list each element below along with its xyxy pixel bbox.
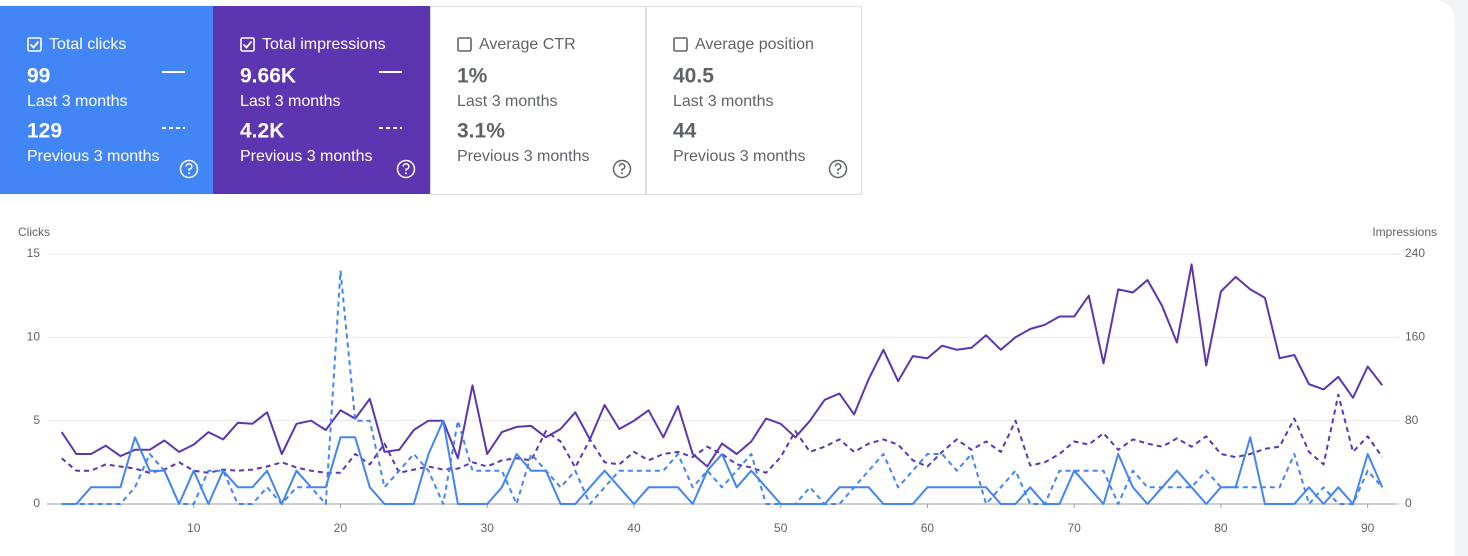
checkbox[interactable] (673, 37, 688, 52)
current-period-line (60, 263, 1384, 468)
y-tick-label: 0 (33, 496, 40, 510)
help-icon-dot (621, 172, 623, 175)
current-value: 99 (27, 65, 50, 88)
current-value: 40.5 (673, 65, 714, 88)
y2-tick-label: 240 (1405, 246, 1425, 260)
y-tick-label: 10 (27, 330, 41, 344)
current-period: Last 3 months (673, 93, 774, 110)
previous-value: 129 (27, 120, 62, 143)
help-icon-mark (618, 162, 626, 171)
x-tick-label: 60 (921, 521, 935, 535)
current-period: Last 3 months (27, 93, 128, 110)
checkbox-check (29, 40, 40, 49)
y-axis-label: Clicks (18, 225, 50, 239)
help-icon-dot (405, 172, 407, 175)
help-icon[interactable] (179, 159, 199, 179)
current-period-line (61, 419, 1384, 505)
current-period: Last 3 months (240, 93, 341, 110)
current-period: Last 3 months (457, 93, 558, 110)
current-value: 9.66K (240, 65, 296, 88)
x-tick-label: 50 (774, 521, 788, 535)
card-label: Total impressions (262, 36, 386, 53)
checkbox-check (242, 40, 253, 49)
help-icon-dot (837, 172, 839, 175)
help-icon[interactable] (396, 159, 416, 179)
x-tick-label: 10 (187, 521, 201, 535)
metric-card[interactable]: Total impressions 9.66K Last 3 months 4.2K P… (213, 6, 430, 194)
card-label: Total clicks (49, 36, 126, 53)
y2-axis-label: Impressions (1372, 225, 1437, 239)
y2-tick-label: 160 (1405, 330, 1425, 344)
metric-card[interactable]: Average CTR 1% Last 3 months 3.1% Previous 3… (430, 6, 646, 195)
x-tick-label: 40 (627, 521, 641, 535)
y2-tick-label: 0 (1405, 496, 1412, 510)
previous-period: Previous 3 months (240, 148, 373, 165)
previous-period: Previous 3 months (457, 148, 590, 165)
checkbox[interactable] (457, 37, 472, 52)
x-tick-label: 90 (1361, 521, 1375, 535)
checkbox[interactable] (27, 37, 42, 52)
help-icon-mark (402, 162, 410, 171)
x-tick-label: 30 (481, 521, 495, 535)
metric-card[interactable]: Total clicks 99 Last 3 months 129 Previous 3… (0, 6, 213, 194)
help-icon-dot (188, 172, 190, 175)
card-label: Average CTR (479, 36, 576, 53)
help-icon[interactable] (612, 159, 632, 179)
current-value: 1% (457, 65, 488, 88)
x-tick-label: 70 (1067, 521, 1081, 535)
card-label: Average position (695, 36, 814, 53)
y-tick-label: 15 (27, 246, 41, 260)
x-tick-label: 80 (1214, 521, 1228, 535)
previous-value: 4.2K (240, 120, 284, 143)
previous-value: 44 (673, 120, 697, 143)
help-icon-mark (185, 162, 193, 171)
help-icon-mark (834, 162, 842, 171)
previous-period: Previous 3 months (27, 148, 160, 165)
help-icon[interactable] (828, 159, 848, 179)
metric-card[interactable]: Average position 40.5 Last 3 months 44 Previ… (646, 6, 862, 195)
y2-tick-label: 80 (1405, 413, 1419, 427)
y-tick-label: 5 (33, 413, 40, 427)
checkbox[interactable] (240, 37, 255, 52)
x-tick-label: 20 (334, 521, 348, 535)
previous-value: 3.1% (457, 120, 505, 143)
previous-period: Previous 3 months (673, 148, 806, 165)
